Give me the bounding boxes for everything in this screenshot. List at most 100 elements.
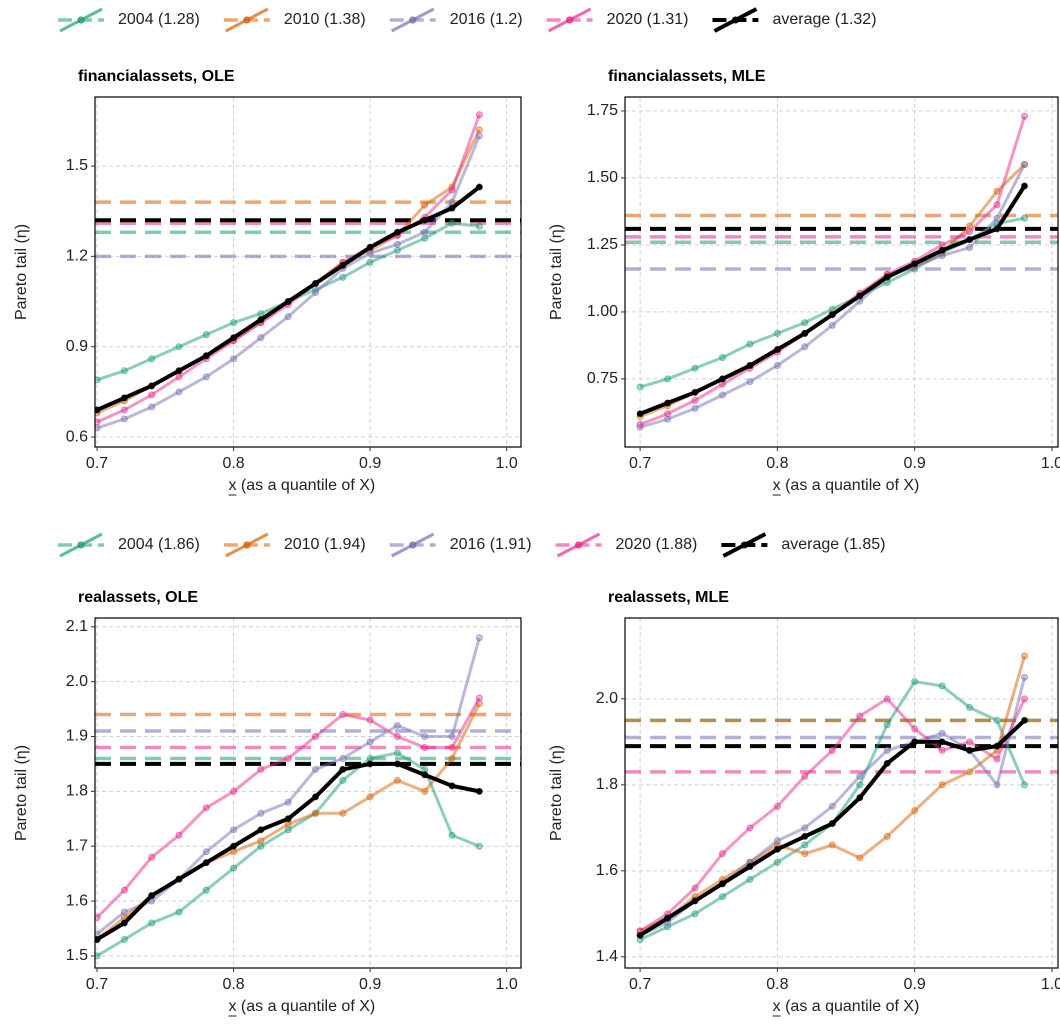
point [664, 914, 672, 922]
point [883, 721, 891, 729]
y-tick-label: 1.5 [66, 157, 88, 174]
point [883, 759, 891, 767]
point [202, 886, 210, 894]
point [421, 201, 429, 209]
y-tick-label: 1.4 [596, 948, 618, 965]
point [856, 781, 864, 789]
point [911, 725, 919, 733]
x-tick-label: 0.7 [629, 976, 651, 993]
point [393, 732, 401, 740]
legend-label: 2020 (1.88) [616, 536, 698, 553]
point [746, 362, 754, 370]
point [773, 345, 781, 353]
series-line [639, 184, 1027, 416]
point [148, 919, 156, 927]
point [993, 716, 1001, 724]
x-tick-label: 0.7 [86, 976, 108, 993]
point [230, 319, 238, 327]
point [257, 842, 265, 850]
y-tick-label: 2.0 [596, 690, 618, 707]
point [883, 695, 891, 703]
point [1021, 214, 1029, 222]
point [993, 742, 1001, 750]
point [856, 772, 864, 780]
legend-label: 2016 (1.2) [450, 11, 523, 28]
point [938, 781, 946, 789]
point [257, 809, 265, 817]
point [1021, 695, 1029, 703]
point [883, 832, 891, 840]
point [664, 399, 672, 407]
point [828, 802, 836, 810]
point [475, 842, 483, 850]
point [966, 236, 974, 244]
x-axis-label: x (as a quantile of X) [773, 477, 920, 494]
point [475, 111, 483, 119]
point [95, 418, 101, 426]
point [284, 754, 292, 762]
y-axis-label: Pareto tail (η) [13, 745, 30, 841]
point [120, 919, 128, 927]
point [1021, 652, 1029, 660]
point [148, 892, 156, 900]
point [938, 729, 946, 737]
point [393, 228, 401, 236]
legend-point [243, 541, 251, 549]
point [175, 373, 183, 381]
y-tick-label: 1.2 [66, 248, 88, 265]
y-tick-label: 0.9 [66, 338, 88, 355]
point [801, 329, 809, 337]
x-tick-label: 0.9 [359, 455, 381, 472]
point [966, 703, 974, 711]
point [448, 219, 456, 227]
point [448, 782, 456, 790]
series-line [96, 114, 481, 424]
point [120, 886, 128, 894]
y-tick-label: 2.0 [66, 673, 88, 690]
point [448, 831, 456, 839]
x-tick-label: 0.9 [904, 455, 926, 472]
point [475, 132, 483, 140]
legend-label: average (1.85) [781, 536, 885, 553]
y-tick-label: 2.1 [66, 618, 88, 635]
point [828, 841, 836, 849]
point [691, 884, 699, 892]
point [801, 319, 809, 327]
point [718, 880, 726, 888]
point [339, 754, 347, 762]
point [691, 897, 699, 905]
point [691, 396, 699, 404]
point [284, 313, 292, 321]
point [475, 183, 483, 191]
x-axis-label: x (as a quantile of X) [228, 998, 375, 1015]
point [1021, 716, 1029, 724]
point [202, 331, 210, 339]
y-tick-label: 1.50 [587, 169, 618, 186]
y-tick-label: 1.25 [587, 236, 618, 253]
legend-label: 2016 (1.91) [450, 536, 532, 553]
panel-frame [94, 96, 522, 448]
legend-label: 2010 (1.38) [284, 11, 366, 28]
point [175, 875, 183, 883]
point [393, 722, 401, 730]
y-tick-label: 1.5 [66, 947, 88, 964]
point [1021, 781, 1029, 789]
point [664, 415, 672, 423]
point [746, 378, 754, 386]
point [339, 776, 347, 784]
point [938, 682, 946, 690]
point [475, 126, 483, 134]
point [801, 832, 809, 840]
point [230, 355, 238, 363]
point [718, 391, 726, 399]
point [938, 746, 946, 754]
point [230, 334, 238, 342]
point [801, 850, 809, 858]
x-tick-label: 1.0 [1041, 976, 1060, 993]
point [95, 952, 101, 960]
point [475, 787, 483, 795]
point [148, 391, 156, 399]
point [911, 807, 919, 815]
point [993, 755, 1001, 763]
y-tick-label: 1.7 [66, 837, 88, 854]
